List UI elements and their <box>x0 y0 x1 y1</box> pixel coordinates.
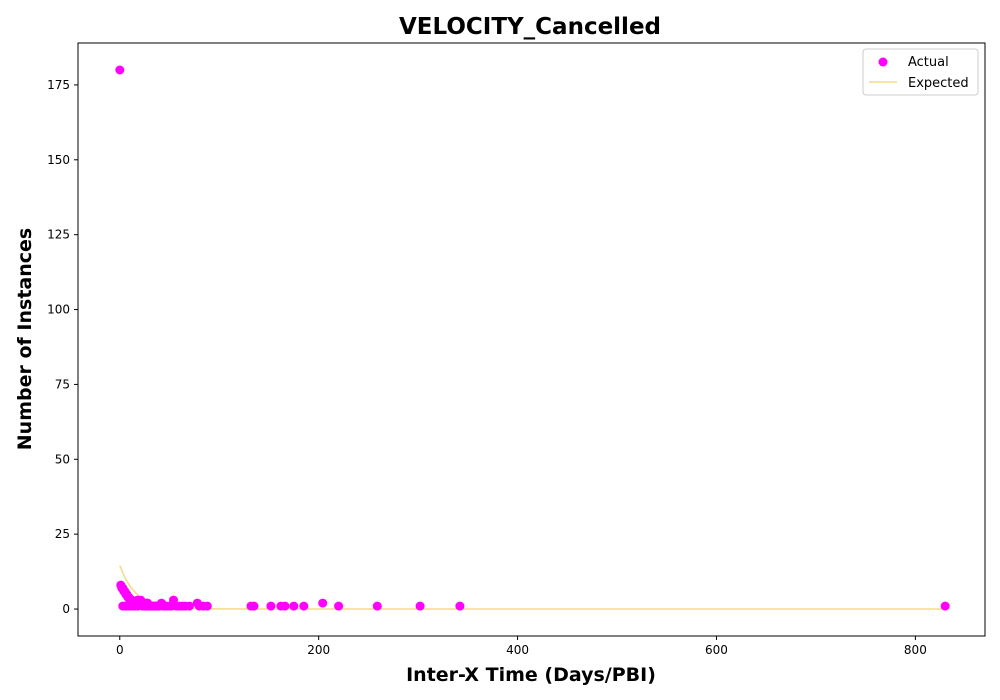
expected-line <box>119 565 946 610</box>
actual-point <box>280 601 290 611</box>
actual-point <box>249 601 259 611</box>
y-tick-label: 150 <box>47 153 70 167</box>
actual-point <box>143 598 153 608</box>
actual-point <box>266 601 276 611</box>
y-tick-label: 0 <box>62 602 70 616</box>
legend: Actual Expected <box>862 48 979 96</box>
actual-point <box>415 601 425 611</box>
x-tick-label: 0 <box>116 643 124 657</box>
x-axis-label: Inter-X Time (Days/PBI) <box>406 664 656 686</box>
actual-point <box>299 601 309 611</box>
axis-ticks: 0 200 400 600 800 0 25 50 75 100 125 150 175 <box>47 78 927 657</box>
y-tick-label: 100 <box>47 303 70 317</box>
y-tick-label: 50 <box>55 452 70 466</box>
y-axis-label: Number of Instances <box>14 228 36 450</box>
y-tick-label: 25 <box>55 527 70 541</box>
actual-point <box>184 601 194 611</box>
y-tick-label: 125 <box>47 228 70 242</box>
legend-expected-label: Expected <box>908 76 969 91</box>
actual-point <box>318 598 328 608</box>
y-tick-label: 175 <box>47 78 70 92</box>
legend-actual-marker <box>878 57 888 67</box>
legend-actual-label: Actual <box>908 55 949 70</box>
actual-point <box>115 65 125 75</box>
x-tick-label: 400 <box>506 643 529 657</box>
x-tick-label: 600 <box>705 643 728 657</box>
plot-area <box>115 65 950 611</box>
actual-point <box>202 601 212 611</box>
x-tick-label: 800 <box>904 643 927 657</box>
actual-point <box>334 601 344 611</box>
legend-box <box>862 48 979 96</box>
plot-frame <box>77 42 986 637</box>
actual-point <box>289 601 299 611</box>
actual-point <box>133 595 143 605</box>
y-tick-label: 75 <box>55 377 70 391</box>
actual-point <box>940 601 950 611</box>
actual-point <box>372 601 382 611</box>
actual-point <box>455 601 465 611</box>
chart-title: VELOCITY_Cancelled <box>399 14 661 40</box>
x-tick-label: 200 <box>307 643 330 657</box>
